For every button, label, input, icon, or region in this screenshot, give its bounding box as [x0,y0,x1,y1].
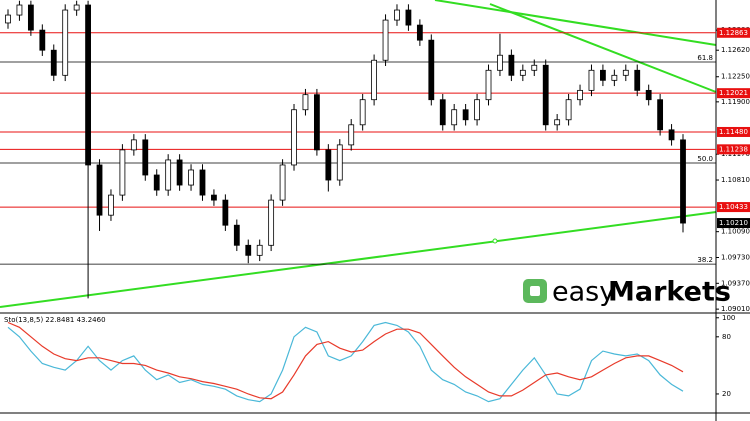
candle-body [119,149,126,196]
level-label: 1.11238 [719,145,748,153]
indicator-line [7,321,684,403]
fib-label: 38.2 [697,256,713,264]
candle-body [359,99,366,126]
candle-body [600,69,606,81]
candle-body [657,99,664,131]
candle-body [153,174,160,191]
candle-body [451,109,458,126]
candle-body [554,119,561,126]
logo-icon-inner [530,286,540,296]
candle-body [394,9,400,21]
candle-body [542,64,549,126]
candle-body [519,69,526,76]
watermark: easy Markets [523,277,731,308]
candle-body [245,244,252,256]
candle-body [668,129,675,141]
candle-body [497,54,503,71]
logo-name: Markets [608,277,731,308]
candle-body [565,99,572,121]
candle-body [313,94,320,151]
candle-body [50,49,57,76]
y-tick-label: 1.09010 [721,305,750,313]
candle-body [233,224,240,246]
price-tag-label: 1.10210 [719,219,748,227]
candle-body [279,164,286,201]
candle-body [577,89,583,101]
candle-body [39,29,46,51]
candle-body [634,69,641,91]
candle-body [645,89,652,101]
candle-body [291,109,297,166]
fib-label: 61.8 [697,54,713,62]
trendline [0,211,717,308]
candle-body [256,244,263,256]
candle-body [508,54,515,76]
level-label: 1.10433 [719,203,748,211]
trendline [434,0,717,46]
candle-body [96,164,103,216]
trendline [489,3,717,93]
y-tick-label: 1.11900 [721,98,750,106]
candle-body [439,99,446,126]
candle-body [16,4,23,16]
level-tag [717,88,750,99]
level-tag [717,144,750,155]
y-tick-label: 1.10810 [721,176,750,184]
indicator-line [7,321,684,400]
y-tick-label: 1.09730 [721,253,750,261]
candle-body [474,99,480,121]
candle-body [188,169,194,186]
candle-body [382,19,389,61]
candle-body [531,64,538,71]
y-tick-label: 1.10090 [721,228,750,236]
y-tick-label: 1.12620 [721,46,750,54]
candle-body [348,124,355,146]
candle-body [428,39,435,101]
candle-body [62,9,69,76]
candle-body [268,199,275,246]
candle-body [622,69,629,76]
candle-body [222,199,229,226]
candle-body [85,4,91,166]
trendline-anchor [492,238,498,244]
y-tick-label: 1.12250 [721,73,750,81]
price-tag [717,218,750,229]
candle-body [130,139,137,151]
fib-label: 50.0 [697,155,713,163]
level-label: 1.12863 [719,29,748,37]
candle-body [199,169,206,196]
candle-body [142,139,149,176]
candle-body [485,69,492,101]
candle-body [302,94,309,111]
candle-body [611,74,618,81]
candle-body [336,144,343,181]
candle-body [176,159,183,186]
candle-body [588,69,595,91]
candle-body [211,194,217,201]
indicator-tick-label: 20 [722,390,731,398]
indicator-tick-label: 80 [722,333,731,341]
candle-body [73,4,80,11]
candle-body [405,9,412,26]
level-label: 1.11480 [719,128,748,136]
level-tag [717,126,750,137]
indicator-title: Sto(13,8,5) 22.8481 43.2460 [4,316,106,324]
candle-body [462,109,469,121]
candle-body [165,159,172,191]
candle-body [325,149,332,181]
level-tag [717,202,750,213]
candle-body [108,194,114,216]
candle-body [416,24,423,41]
candle-body [680,139,686,224]
level-tag [717,27,750,38]
indicator-tick-label: 100 [722,314,735,322]
y-tick-label: 1.09370 [721,279,750,287]
logo-prefix: easy [552,277,615,308]
candle-body [27,4,34,31]
level-label: 1.12021 [719,89,748,97]
candle-body [371,59,378,101]
candle-body [5,14,11,24]
trendlines [0,0,717,308]
